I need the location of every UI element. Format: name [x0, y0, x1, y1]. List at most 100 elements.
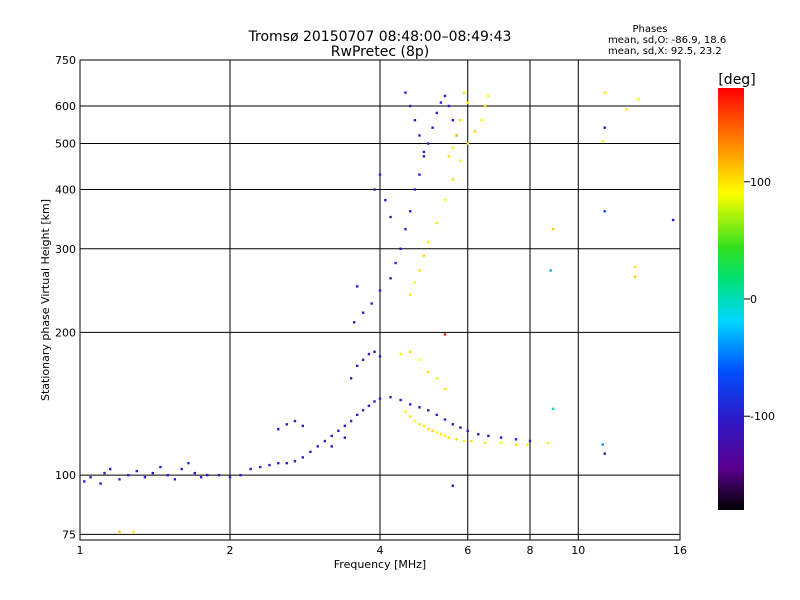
data-point	[389, 277, 392, 280]
data-point	[439, 432, 443, 436]
data-point	[173, 478, 177, 481]
data-point	[99, 482, 102, 485]
data-point	[349, 377, 353, 380]
data-point	[367, 352, 371, 356]
data-point	[285, 423, 288, 426]
data-point	[427, 427, 430, 431]
data-point	[355, 364, 359, 368]
data-point	[277, 427, 280, 431]
data-point	[422, 150, 426, 154]
data-point	[418, 406, 421, 409]
data-point	[378, 355, 382, 358]
data-point	[180, 467, 183, 471]
data-point	[409, 415, 412, 418]
plot-frame	[79, 59, 681, 541]
data-point	[301, 456, 305, 459]
data-point	[361, 311, 365, 314]
chart-subtitle: RwPretec (8p)	[331, 44, 429, 60]
data-point	[373, 188, 376, 191]
y-tick-label: 400	[55, 184, 76, 197]
data-point	[603, 126, 606, 129]
data-point	[83, 480, 86, 483]
data-point	[239, 473, 242, 477]
data-point	[451, 484, 455, 487]
data-point	[367, 404, 371, 408]
data-point	[435, 413, 438, 417]
data-point	[373, 400, 376, 403]
data-point	[526, 443, 529, 446]
data-point	[135, 469, 138, 473]
data-point	[293, 419, 297, 423]
data-point	[378, 289, 382, 292]
y-axis-label: Stationary phase Virtual Height [km]	[39, 199, 52, 401]
data-point	[546, 441, 550, 445]
data-point	[409, 403, 412, 406]
data-point	[473, 130, 477, 133]
data-point	[459, 159, 462, 162]
x-axis-label: Frequency [MHz]	[334, 558, 426, 571]
data-point	[413, 188, 417, 191]
colorbar-tick-label: 100	[750, 176, 771, 189]
data-point	[459, 426, 462, 429]
y-tick-label: 300	[55, 243, 76, 256]
x-tick-label: 6	[464, 544, 471, 557]
data-point	[499, 436, 503, 439]
data-point	[330, 434, 333, 438]
data-point	[159, 465, 162, 469]
data-point	[422, 254, 426, 257]
data-point	[316, 445, 319, 448]
data-point	[514, 443, 518, 446]
data-point	[443, 94, 447, 98]
data-point	[118, 530, 121, 533]
data-point	[343, 424, 347, 428]
data-point	[151, 471, 155, 475]
data-point	[389, 215, 392, 219]
data-point	[603, 452, 606, 455]
data-point	[466, 101, 469, 104]
data-point	[459, 118, 462, 122]
data-point	[109, 467, 112, 471]
data-point	[443, 387, 447, 391]
data-point	[447, 155, 451, 158]
data-point	[309, 450, 312, 454]
data-point	[355, 413, 359, 417]
data-point	[343, 436, 347, 439]
data-point	[455, 134, 458, 137]
data-point	[549, 269, 552, 272]
data-point	[418, 358, 421, 362]
data-point	[249, 467, 252, 471]
data-point	[439, 101, 443, 104]
data-point	[462, 91, 466, 94]
data-point	[337, 429, 340, 433]
data-point	[443, 434, 447, 438]
data-point	[451, 118, 455, 122]
data-point	[671, 218, 675, 222]
data-point	[483, 104, 487, 108]
data-point	[394, 261, 397, 265]
data-point	[378, 397, 382, 400]
data-point	[132, 530, 135, 533]
data-point	[118, 478, 121, 481]
data-point	[409, 350, 412, 353]
data-point	[413, 118, 417, 122]
data-point	[435, 111, 438, 115]
data-point	[601, 443, 605, 446]
grid	[80, 59, 680, 540]
data-point	[418, 173, 421, 176]
data-point	[451, 423, 455, 426]
phases-o-stats: mean, sd,O: -86.9, 18.6	[608, 35, 726, 46]
data-point	[413, 419, 417, 423]
data-point	[293, 460, 297, 463]
data-point	[447, 436, 451, 439]
phases-x-stats: mean, sd,X: 92.5, 23.2	[608, 46, 722, 57]
axis-ticks: 1 2 4 6 8 10 16 75 100 200 300 400 500 600 750	[55, 54, 687, 557]
data-point	[418, 423, 421, 426]
data-point	[427, 240, 430, 244]
data-point	[409, 210, 412, 213]
data-point	[349, 419, 353, 423]
data-point	[431, 126, 434, 129]
data-point	[217, 473, 221, 477]
data-point	[435, 431, 438, 434]
data-point	[637, 98, 640, 101]
x-tick-label: 16	[673, 544, 687, 557]
